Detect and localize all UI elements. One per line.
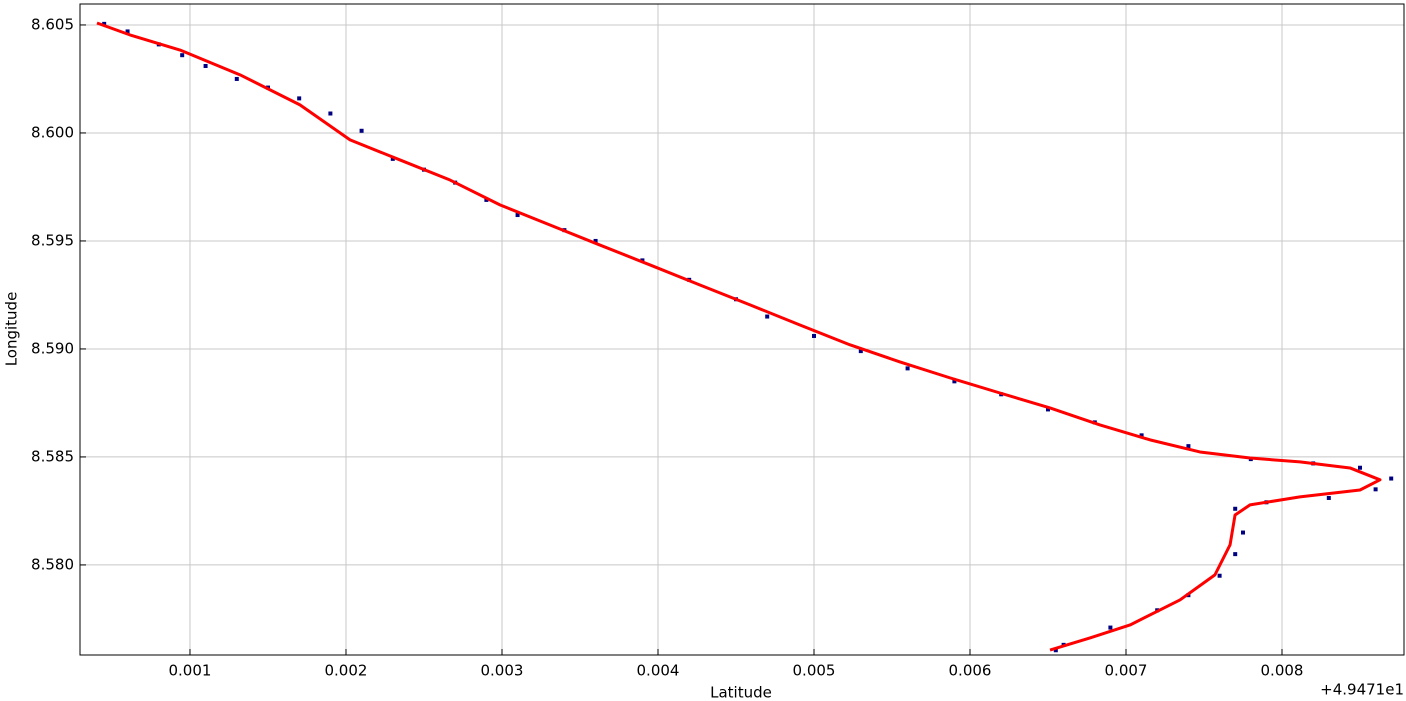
data-point	[234, 76, 239, 81]
data-point	[1108, 625, 1113, 630]
plot-frame	[79, 3, 1405, 656]
data-point	[952, 379, 957, 384]
data-point	[1217, 573, 1222, 578]
y-tick-label: 8.580	[31, 555, 74, 573]
data-line	[96, 21, 1382, 652]
data-point	[1241, 530, 1246, 535]
x-tick-label: 0.006	[949, 662, 992, 680]
data-point	[1373, 487, 1378, 492]
y-tick-label: 8.600	[31, 123, 74, 141]
data-point	[765, 314, 770, 319]
y-tick-label: 8.585	[31, 447, 74, 465]
data-point	[1326, 495, 1331, 500]
x-tick-label: 0.003	[481, 662, 524, 680]
y-tick-label: 8.590	[31, 339, 74, 357]
data-point	[390, 156, 395, 161]
data-point	[125, 29, 130, 34]
x-tick-label: 0.002	[325, 662, 368, 680]
x-tick-label: 0.005	[793, 662, 836, 680]
data-point	[1233, 552, 1238, 557]
data-point	[1233, 506, 1238, 511]
y-tick-label: 8.605	[31, 15, 74, 33]
data-point	[1139, 433, 1144, 438]
x-tick-label: 0.001	[169, 662, 212, 680]
y-tick-label: 8.595	[31, 231, 74, 249]
x-tick-label: 0.008	[1261, 662, 1304, 680]
data-point	[515, 213, 520, 218]
data-point	[858, 349, 863, 354]
data-point	[1389, 476, 1394, 481]
data-point	[1053, 648, 1058, 653]
data-point	[1046, 407, 1051, 412]
y-axis-label: Longitude	[3, 292, 21, 367]
data-point	[297, 96, 302, 101]
x-tick-label: 0.007	[1105, 662, 1148, 680]
data-point	[484, 197, 489, 202]
data-point	[593, 238, 598, 243]
x-offset-label: +4.9471e1	[1320, 681, 1404, 699]
data-point	[1186, 444, 1191, 449]
data-point	[180, 53, 185, 58]
data-point	[102, 21, 107, 26]
x-tick-label: 0.004	[637, 662, 680, 680]
x-axis-label: Latitude	[710, 684, 772, 701]
data-point	[1358, 465, 1363, 470]
data-point	[328, 111, 333, 116]
data-point	[905, 366, 910, 371]
data-point	[359, 128, 364, 133]
data-point	[811, 333, 816, 338]
data-point	[203, 63, 208, 68]
